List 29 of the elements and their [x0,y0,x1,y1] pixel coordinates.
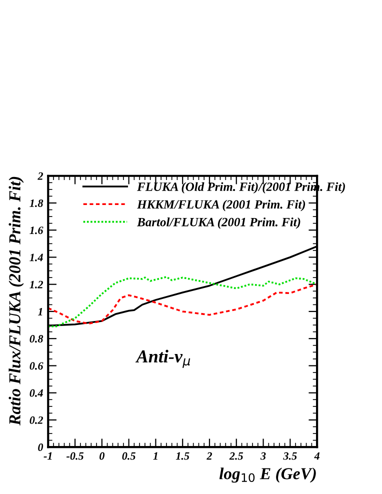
x-tick-label: 1.5 [176,452,190,460]
x-tick-label: 1 [153,452,158,460]
x-tick-label: 3.5 [283,452,297,460]
legend-label: Bartol/FLUKA (2001 Prim. Fit) [136,218,300,229]
y-tick-label: 0.2 [30,416,44,424]
x-tick-label: 0.5 [122,452,136,460]
y-tick-label: 2 [38,172,44,180]
legend-label: HKKM/FLUKA (2001 Prim. Fit) [136,200,306,212]
line-series [48,283,318,325]
y-tick-label: 1 [38,308,42,316]
y-tick-label: 1.4 [30,254,43,262]
x-tick-label: 2.5 [229,452,244,460]
x-tick-label: -1 [44,452,52,460]
x-tick-label: 3 [260,452,266,460]
x-axis-title: log$_{10}$ E (GeV) [219,468,316,483]
y-tick-label: 1.8 [30,199,44,207]
y-tick-label: 0.6 [30,362,44,370]
annotation: Anti-ν$_{μ}$ [135,350,190,368]
y-tick-label: 1.6 [30,226,44,234]
y-tick-label: 1.2 [30,280,44,288]
y-tick-label: 0 [38,444,44,452]
x-tick-label: 2 [206,452,212,460]
y-tick-label: 0.4 [30,389,43,397]
x-tick-label: 4 [314,452,320,460]
line-series [48,276,318,328]
y-tick-label: 0.8 [30,335,44,343]
x-tick-label: 0 [100,452,104,460]
x-tick-label: -0.5 [66,452,84,460]
y-axis-title: Ratio Flux/FLUKA (2001 Prim. Fit) [8,176,24,426]
